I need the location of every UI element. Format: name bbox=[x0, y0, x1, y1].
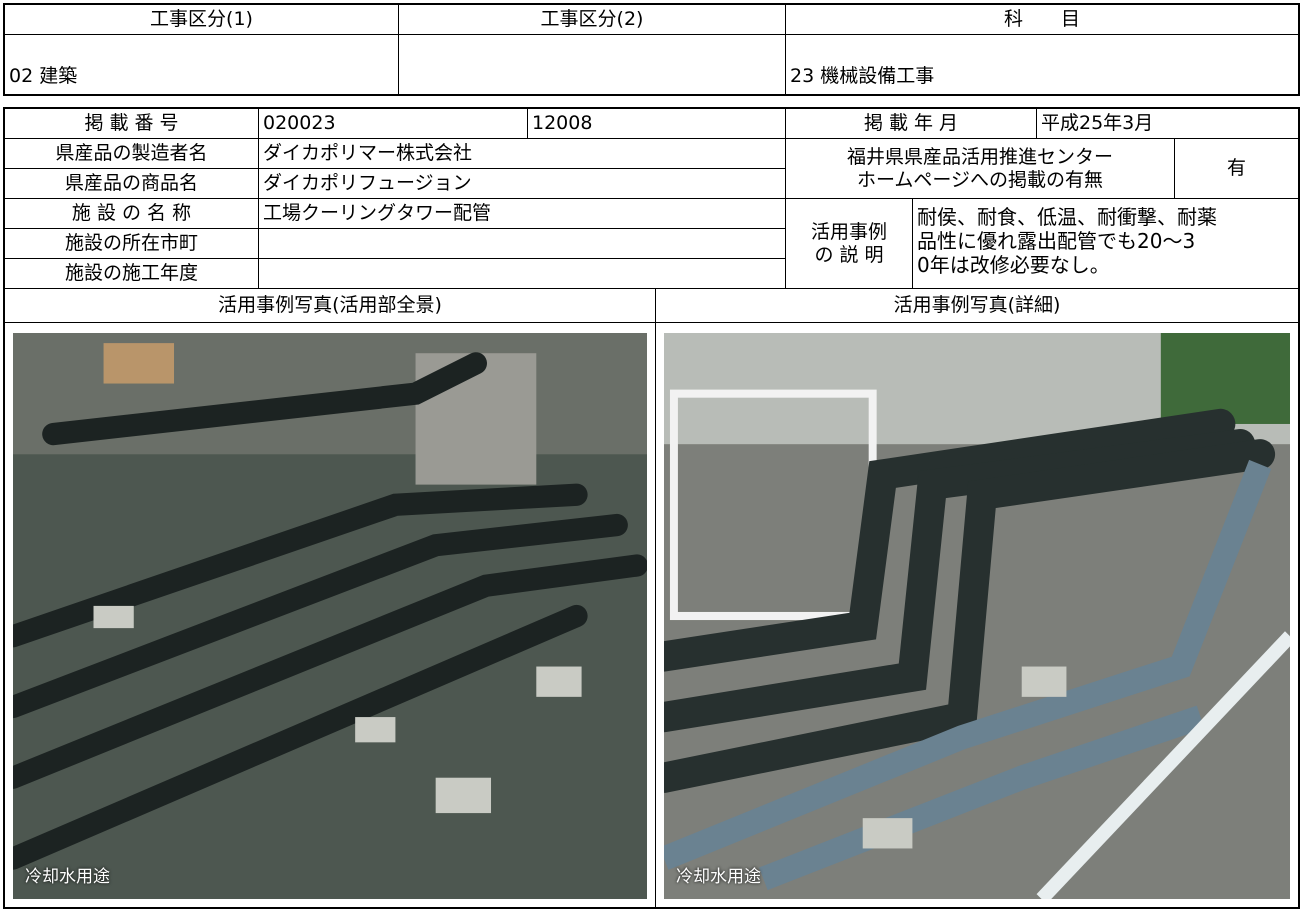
value-cell: 有 bbox=[1174, 138, 1299, 199]
value-cell: 工場クーリングタワー配管 bbox=[258, 198, 786, 229]
label-cell: 県産品の製造者名 bbox=[4, 138, 259, 169]
empty-cell bbox=[258, 228, 786, 259]
empty-cell bbox=[258, 258, 786, 289]
empty-cell bbox=[398, 34, 786, 95]
photo-title: 活用事例写真(活用部全景) bbox=[4, 288, 656, 323]
label-cell: 施設の所在市町 bbox=[4, 228, 259, 259]
label-line: 活用事例 bbox=[810, 220, 887, 243]
header-cell: 工事区分(2) bbox=[398, 4, 786, 35]
label-cell: 活用事例 の 説 明 bbox=[785, 198, 913, 289]
value-cell: 平成25年3月 bbox=[1036, 108, 1299, 139]
value-cell: ダイカポリフュージョン bbox=[258, 168, 786, 199]
label-cell: 県産品の商品名 bbox=[4, 168, 259, 199]
label-line: 福井県県産品活用推進センター bbox=[846, 145, 1113, 168]
value-cell: 12008 bbox=[527, 108, 786, 139]
value-cell: 02 建築 bbox=[4, 34, 399, 95]
label-cell: 福井県県産品活用推進センター ホームページへの掲載の有無 bbox=[785, 138, 1175, 199]
value-cell: 23 機械設備工事 bbox=[785, 34, 1299, 95]
photo-caption: 冷却水用途 bbox=[676, 867, 761, 887]
photo-overview: 冷却水用途 bbox=[4, 322, 656, 908]
description-line: 0年は改修必要なし。 bbox=[917, 253, 1110, 277]
label-cell: 掲 載 年 月 bbox=[785, 108, 1037, 139]
description-line: 品性に優れ露出配管でも20～3 bbox=[917, 229, 1196, 253]
label-cell: 施 設 の 名 称 bbox=[4, 198, 259, 229]
description-cell: 耐侯、耐食、低温、耐衝撃、耐薬 品性に優れ露出配管でも20～3 0年は改修必要な… bbox=[912, 198, 1299, 289]
label-line: の 説 明 bbox=[814, 243, 884, 266]
photo-title: 活用事例写真(詳細) bbox=[655, 288, 1299, 323]
photo-image bbox=[664, 333, 1290, 899]
header-cell: 工事区分(1) bbox=[4, 4, 399, 35]
photo-caption: 冷却水用途 bbox=[25, 867, 110, 887]
photo-image bbox=[13, 333, 647, 899]
value-cell: ダイカポリマー株式会社 bbox=[258, 138, 786, 169]
value-cell: 020023 bbox=[258, 108, 528, 139]
photo-detail: 冷却水用途 bbox=[655, 322, 1299, 908]
label-cell: 掲 載 番 号 bbox=[4, 108, 259, 139]
description-line: 耐侯、耐食、低温、耐衝撃、耐薬 bbox=[917, 205, 1217, 229]
header-cell: 科 目 bbox=[785, 4, 1299, 35]
label-line: ホームページへの掲載の有無 bbox=[856, 168, 1104, 191]
label-cell: 施設の施工年度 bbox=[4, 258, 259, 289]
